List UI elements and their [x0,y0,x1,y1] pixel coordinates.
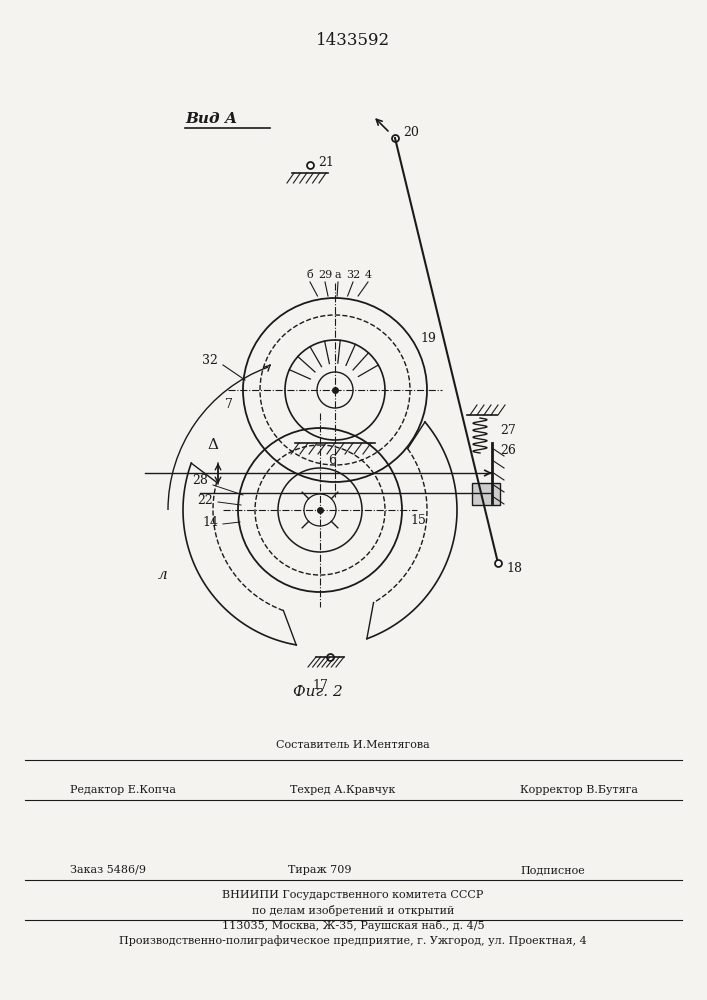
Text: 32: 32 [346,270,360,280]
Text: 15: 15 [410,514,426,526]
Bar [472,483,500,505]
Text: 20: 20 [403,126,419,139]
Text: по делам изобретений и открытий: по делам изобретений и открытий [252,905,454,916]
Text: 1433592: 1433592 [316,32,390,49]
Text: а: а [334,270,341,280]
Text: Тираж 709: Тираж 709 [288,865,352,875]
Text: 4: 4 [364,270,372,280]
Text: 22: 22 [197,493,213,506]
Text: 17: 17 [312,679,328,692]
Text: Составитель И.Ментягова: Составитель И.Ментягова [276,740,430,750]
Text: 19: 19 [420,332,436,344]
Text: Δ: Δ [207,438,218,452]
Text: 18: 18 [506,562,522,574]
Text: 27: 27 [500,424,515,438]
Text: 29: 29 [318,270,332,280]
Text: Заказ 5486/9: Заказ 5486/9 [70,865,146,875]
Text: 26: 26 [500,444,516,458]
Text: 113035, Москва, Ж-35, Раушская наб., д. 4/5: 113035, Москва, Ж-35, Раушская наб., д. … [222,920,484,931]
Text: 32: 32 [202,354,218,366]
Text: 6: 6 [328,454,336,466]
Text: Редактор Е.Копча: Редактор Е.Копча [70,785,176,795]
Text: Корректор В.Бутяга: Корректор В.Бутяга [520,785,638,795]
Text: 14: 14 [202,516,218,528]
Text: Вид А: Вид А [185,112,238,126]
Text: Техред А.Кравчук: Техред А.Кравчук [290,785,395,795]
Text: Фиг. 2: Фиг. 2 [293,685,343,699]
Text: Производственно-полиграфическое предприятие, г. Ужгород, ул. Проектная, 4: Производственно-полиграфическое предприя… [119,935,587,946]
Text: Подписное: Подписное [520,865,585,875]
Text: б: б [307,270,313,280]
Text: ВНИИПИ Государственного комитета СССР: ВНИИПИ Государственного комитета СССР [222,890,484,900]
Text: 7: 7 [225,398,233,412]
Text: л: л [158,568,168,582]
Text: 21: 21 [318,156,334,169]
Text: 28: 28 [192,474,208,487]
